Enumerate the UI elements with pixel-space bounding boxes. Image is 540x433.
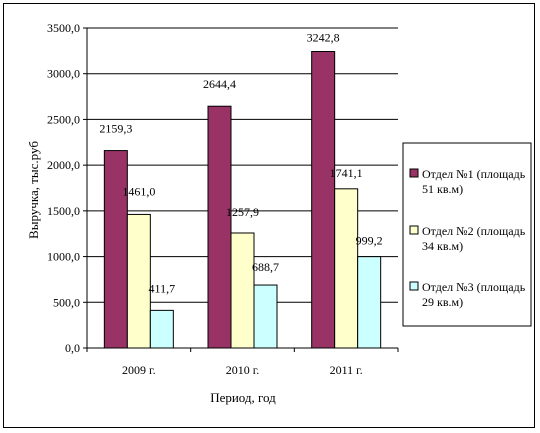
bar [253,284,278,349]
bar [126,213,151,349]
x-tick-labels: 2009 г. 2010 г. 2011 г. [122,363,363,377]
y-tick-label: 500,0 [53,295,80,309]
legend-swatch [409,281,419,291]
y-tick-label: 2000,0 [47,158,80,172]
x-tick-label: 2011 г. [330,363,363,377]
bar [207,105,232,349]
x-axis-title: Период, год [210,390,276,405]
legend-label: Отдел №2 (площадь [422,224,526,238]
bar [149,309,174,349]
legend-label: 51 кв.м) [422,182,463,196]
data-label: 2159,3 [99,122,132,136]
y-tick-label: 3500,0 [47,21,80,35]
data-label: 2644,4 [203,77,236,91]
data-labels: 2159,3 1461,0 411,7 2644,4 1257,9 688,7 3242,8… [99,31,382,296]
bar [311,51,336,349]
y-tick-label: 2500,0 [47,112,80,126]
legend-label: Отдел №3 (площадь [422,280,526,294]
legend-swatch [409,225,419,235]
data-label: 688,7 [252,260,279,274]
y-tick-label: 1000,0 [47,250,80,264]
x-tick-label: 2010 г. [226,363,260,377]
data-label: 999,2 [356,234,383,248]
y-tick-label: 3000,0 [47,67,80,81]
y-tick-label: 1500,0 [47,204,80,218]
legend-box [402,142,532,327]
bar [230,232,255,349]
bar [103,150,128,349]
data-label: 411,7 [149,281,176,295]
data-label: 1461,0 [122,184,155,198]
data-label: 1741,1 [330,166,363,180]
axes [83,27,399,352]
bars [103,51,382,349]
y-axis-title: Выручка, тыс.руб [26,141,41,239]
legend-label: 34 кв.м) [422,239,463,253]
legend-label: 29 кв.м) [422,295,463,309]
bar [357,256,382,349]
bar [334,188,359,349]
x-tick-label: 2009 г. [122,363,156,377]
y-tick-labels: 0,0 500,0 1000,0 1500,0 2000,0 2500,0 3000,0 35… [47,21,80,355]
legend-swatch [409,168,419,178]
data-label: 1257,9 [226,205,259,219]
data-label: 3242,8 [307,31,340,45]
legend-label: Отдел №1 (площадь [422,167,526,181]
y-tick-label: 0,0 [65,341,80,355]
